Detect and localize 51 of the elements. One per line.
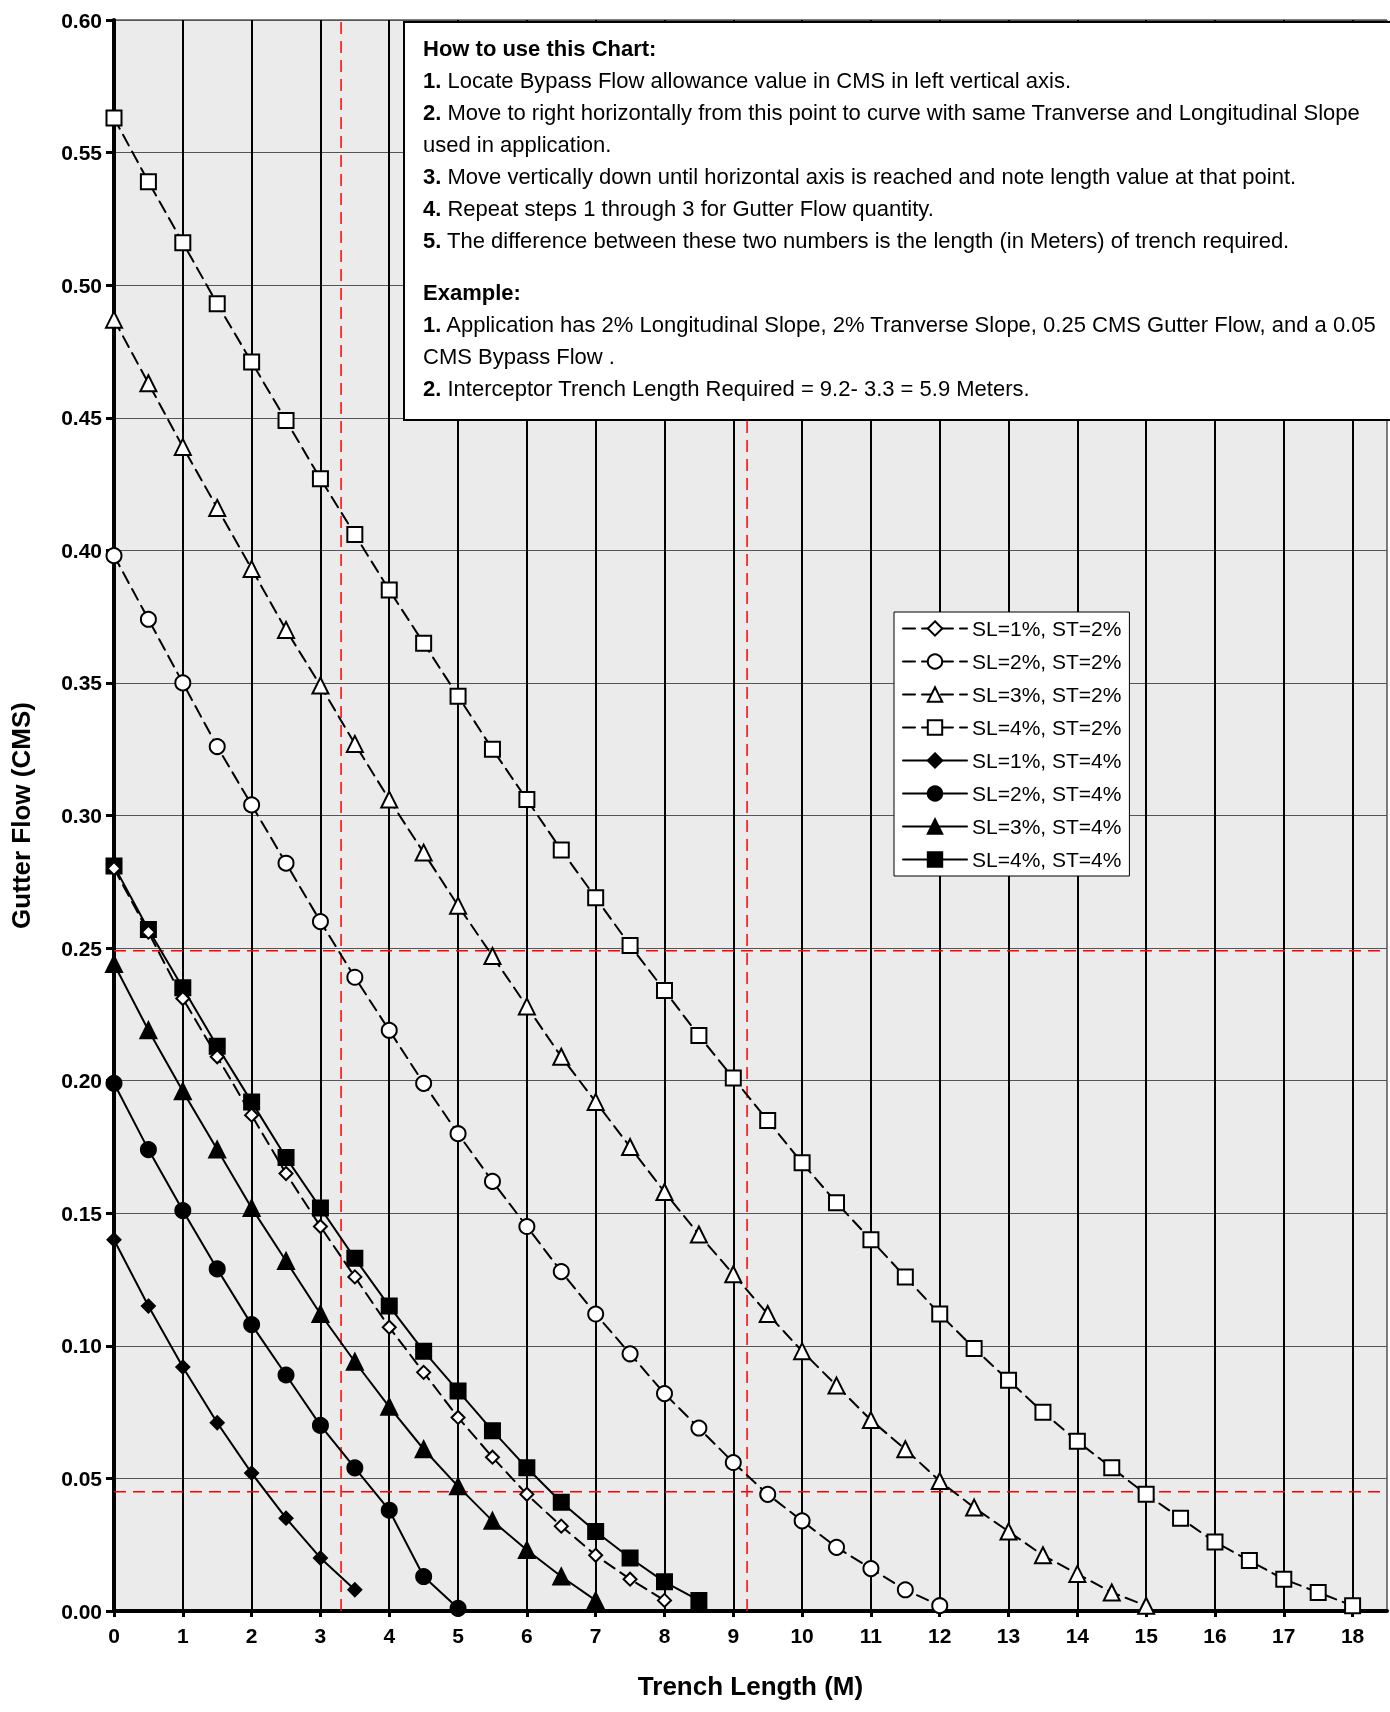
x-tick-label: 9: [727, 1624, 740, 1647]
y-tick-label: 0.50: [61, 273, 102, 297]
y-tick-label: 0.25: [61, 936, 103, 960]
x-tick-label: 1: [176, 1624, 189, 1647]
y-tick-label: 0.40: [61, 538, 102, 562]
x-tick-label: 6: [521, 1624, 533, 1647]
y-tick-label: 0.05: [61, 1466, 103, 1490]
annotation: How to use this Chart:: [423, 35, 658, 63]
y-tick-label: 0.35: [61, 671, 103, 695]
legend-label: SL=3%, ST=4%: [972, 815, 1122, 838]
y-axis-title: Gutter Flow (CMS): [6, 702, 36, 929]
x-tick-label: 3: [314, 1624, 327, 1647]
annotation: 3. Move vertically down until horizontal axis is reached and note length value at that point.: [423, 163, 1298, 191]
annotation: Example:: [423, 279, 522, 307]
y-tick-label: 0.00: [61, 1599, 102, 1623]
x-tick-label: 15: [1134, 1624, 1159, 1647]
x-tick-label: 11: [859, 1624, 883, 1647]
legend-label: SL=1%, ST=4%: [972, 749, 1122, 772]
annotation: 5. The difference between these two numbers is the length (in Meters) of trench required.: [423, 227, 1291, 255]
annotation: 4. Repeat steps 1 through 3 for Gutter Flow quantity.: [423, 195, 935, 223]
annotation: 2. Interceptor Trench Length Required = 9.2- 3.3 = 5.9 Meters.: [423, 375, 1031, 403]
legend-label: SL=4%, ST=4%: [972, 848, 1122, 871]
x-tick-label: 18: [1340, 1624, 1365, 1647]
x-tick-label: 2: [245, 1624, 258, 1647]
y-tick-label: 0.30: [61, 804, 102, 827]
legend-label: SL=3%, ST=2%: [972, 683, 1122, 706]
x-tick-label: 10: [790, 1624, 814, 1647]
x-tick-label: 7: [589, 1624, 602, 1647]
legend-label: SL=4%, ST=2%: [972, 716, 1122, 739]
legend-label: SL=2%, ST=2%: [972, 650, 1122, 673]
annotation: 1. Application has 2% Longitudinal Slope, 2% Tranverse Slope, 0.25 CMS Gutter Flow, and a 0.05 CMS Bypass Flow .: [423, 311, 1377, 371]
legend-label: SL=1%, ST=2%: [972, 617, 1122, 640]
y-tick-label: 0.15: [61, 1201, 103, 1225]
y-tick-label: 0.45: [61, 406, 103, 430]
x-tick-label: 5: [452, 1624, 465, 1647]
x-tick-label: 13: [996, 1624, 1021, 1647]
x-tick-label: 0: [108, 1624, 120, 1647]
x-tick-label: 8: [658, 1624, 671, 1647]
annotation: 1. Locate Bypass Flow allowance value in CMS in left vertical axis.: [423, 67, 1073, 95]
y-tick-label: 0.10: [61, 1334, 102, 1358]
y-tick-label: 0.60: [61, 8, 102, 32]
y-tick-label: 0.20: [61, 1069, 102, 1093]
annotation: 2. Move to right horizontally from this point to curve with same Tranverse and Longitudinal Slope used in application.: [423, 99, 1361, 159]
x-tick-label: 14: [1065, 1624, 1090, 1647]
x-tick-label: 4: [383, 1624, 396, 1647]
y-tick-label: 0.55: [61, 141, 103, 165]
legend-label: SL=2%, ST=4%: [972, 782, 1122, 805]
x-axis-title: Trench Length (M): [637, 1671, 864, 1701]
x-tick-label: 12: [928, 1624, 952, 1647]
x-tick-label: 16: [1203, 1624, 1227, 1647]
x-tick-label: 17: [1272, 1624, 1296, 1647]
